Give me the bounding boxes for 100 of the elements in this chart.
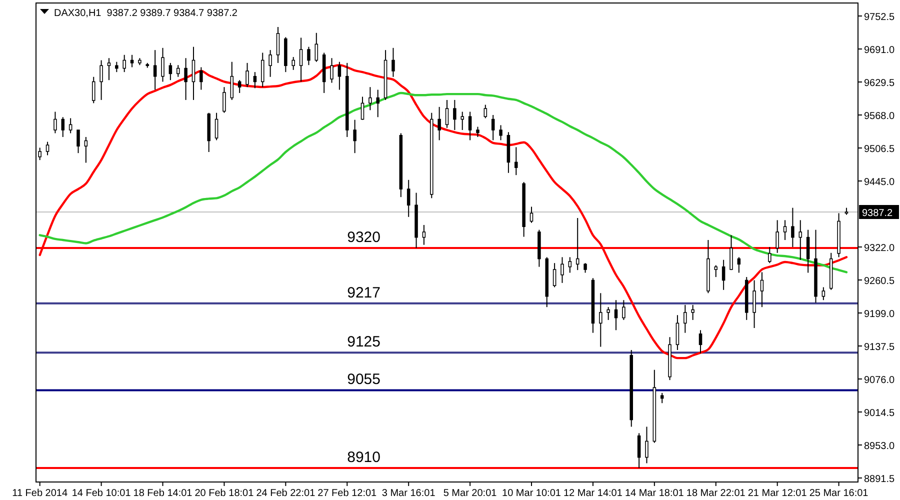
candlestick xyxy=(214,112,218,141)
candlestick xyxy=(338,61,342,90)
candlestick xyxy=(406,179,410,218)
candlestick xyxy=(676,314,680,351)
x-tick-label: 25 Mar 16:01 xyxy=(809,488,869,499)
candlestick xyxy=(307,46,310,66)
candlestick xyxy=(776,220,779,254)
candlestick xyxy=(68,118,72,134)
candlestick xyxy=(760,272,764,308)
candlestick xyxy=(38,147,42,161)
candlestick xyxy=(499,124,502,141)
candlestick xyxy=(200,66,203,90)
candlestick xyxy=(560,256,564,284)
candlestick xyxy=(376,89,380,118)
candlestick xyxy=(730,234,733,271)
x-tick-label: 14 Mar 18:01 xyxy=(624,488,684,499)
candlestick xyxy=(153,50,157,90)
y-tick-label: 9445.0 xyxy=(864,176,896,188)
y-tick-label: 9629.5 xyxy=(864,78,896,89)
y-tick-label: 9752.5 xyxy=(864,12,896,23)
candlestick xyxy=(783,220,787,241)
x-tick-label: 21 Mar 12:01 xyxy=(748,488,808,499)
candlestick xyxy=(92,76,96,104)
x-tick-label: 20 Feb 18:01 xyxy=(194,488,254,499)
candlestick xyxy=(292,56,295,70)
candlestick xyxy=(460,111,464,131)
candlestick xyxy=(576,218,580,271)
candlestick xyxy=(115,61,118,73)
x-tick-label: 18 Feb 14:01 xyxy=(133,488,193,499)
candlestick xyxy=(368,86,372,111)
candlestick xyxy=(768,246,772,264)
y-tick-label: 9260.5 xyxy=(864,276,896,287)
ref-line-label: 9387.2 xyxy=(862,208,894,219)
ref-line-label: 9217 xyxy=(347,284,381,302)
candlestick xyxy=(552,262,556,288)
candlestick xyxy=(168,62,172,81)
ref-line-label: 9055 xyxy=(347,371,381,388)
candlestick xyxy=(476,126,480,138)
candlestick xyxy=(722,259,726,290)
candlestick xyxy=(614,300,618,331)
candlestick xyxy=(222,86,226,114)
y-tick-label: 9322.0 xyxy=(864,242,896,254)
y-tick-label: 9691.0 xyxy=(864,44,896,56)
candlestick xyxy=(691,304,694,320)
candlestick xyxy=(314,32,318,62)
candlestick xyxy=(798,220,802,260)
y-tick-label: 9076.0 xyxy=(864,374,896,386)
candlestick xyxy=(46,141,50,156)
candlestick xyxy=(299,37,303,82)
candlestick xyxy=(514,146,518,176)
candlestick xyxy=(660,392,664,404)
candlestick xyxy=(491,114,495,141)
candlestick xyxy=(445,99,449,128)
ref-line-label: 8910 xyxy=(347,449,381,466)
candlestick xyxy=(438,106,441,141)
candlestick xyxy=(584,262,587,274)
candlestick xyxy=(606,306,610,320)
line-series xyxy=(38,92,848,274)
candlestick xyxy=(684,304,687,334)
y-tick-label: 9506.5 xyxy=(864,144,896,155)
candlestick xyxy=(84,136,88,164)
candlestick xyxy=(822,286,826,301)
candlestick xyxy=(122,54,126,73)
text: DAX30,H1 9387.2 9389.7 9384.7 9387.2 xyxy=(54,8,238,19)
x-tick-label: 18 Mar 22:01 xyxy=(686,488,746,499)
y-tick-label: 9137.5 xyxy=(864,342,896,353)
candlestick xyxy=(468,111,472,141)
candlestick xyxy=(353,119,356,154)
candlestick xyxy=(530,206,534,224)
x-tick-label: 11 Feb 2014 xyxy=(12,488,68,499)
candlestick xyxy=(260,52,264,88)
x-tick-label: 24 Feb 22:01 xyxy=(256,488,316,499)
candlestick xyxy=(791,207,794,248)
candlestick xyxy=(622,300,626,320)
candlestick xyxy=(246,62,249,88)
candlestick xyxy=(253,72,257,89)
candlestick xyxy=(422,224,426,246)
candlestick xyxy=(637,432,641,469)
candlestick xyxy=(161,47,164,82)
candlestick xyxy=(100,60,103,100)
x-tick-label: 12 Mar 14:01 xyxy=(563,488,623,499)
candlestick xyxy=(698,330,702,354)
candlestick xyxy=(360,96,364,120)
candlestick xyxy=(330,58,334,84)
candlestick xyxy=(484,104,488,119)
candlestick xyxy=(392,47,395,78)
candlestick xyxy=(184,58,188,100)
candlestick xyxy=(806,229,810,274)
x-tick-label: 14 Feb 10:01 xyxy=(72,488,132,499)
y-tick-label: 9568.0 xyxy=(864,110,896,122)
candlestick xyxy=(54,111,57,134)
ref-line-label: 9320 xyxy=(347,229,381,246)
candlestick xyxy=(176,64,180,78)
candlestick xyxy=(130,54,134,68)
candlestick xyxy=(230,61,234,100)
y-tick-label: 9014.5 xyxy=(864,408,896,419)
candlestick xyxy=(453,99,456,131)
candlestick xyxy=(276,26,280,64)
candlestick xyxy=(752,280,756,329)
x-tick-label: 3 Mar 16:01 xyxy=(382,488,436,499)
